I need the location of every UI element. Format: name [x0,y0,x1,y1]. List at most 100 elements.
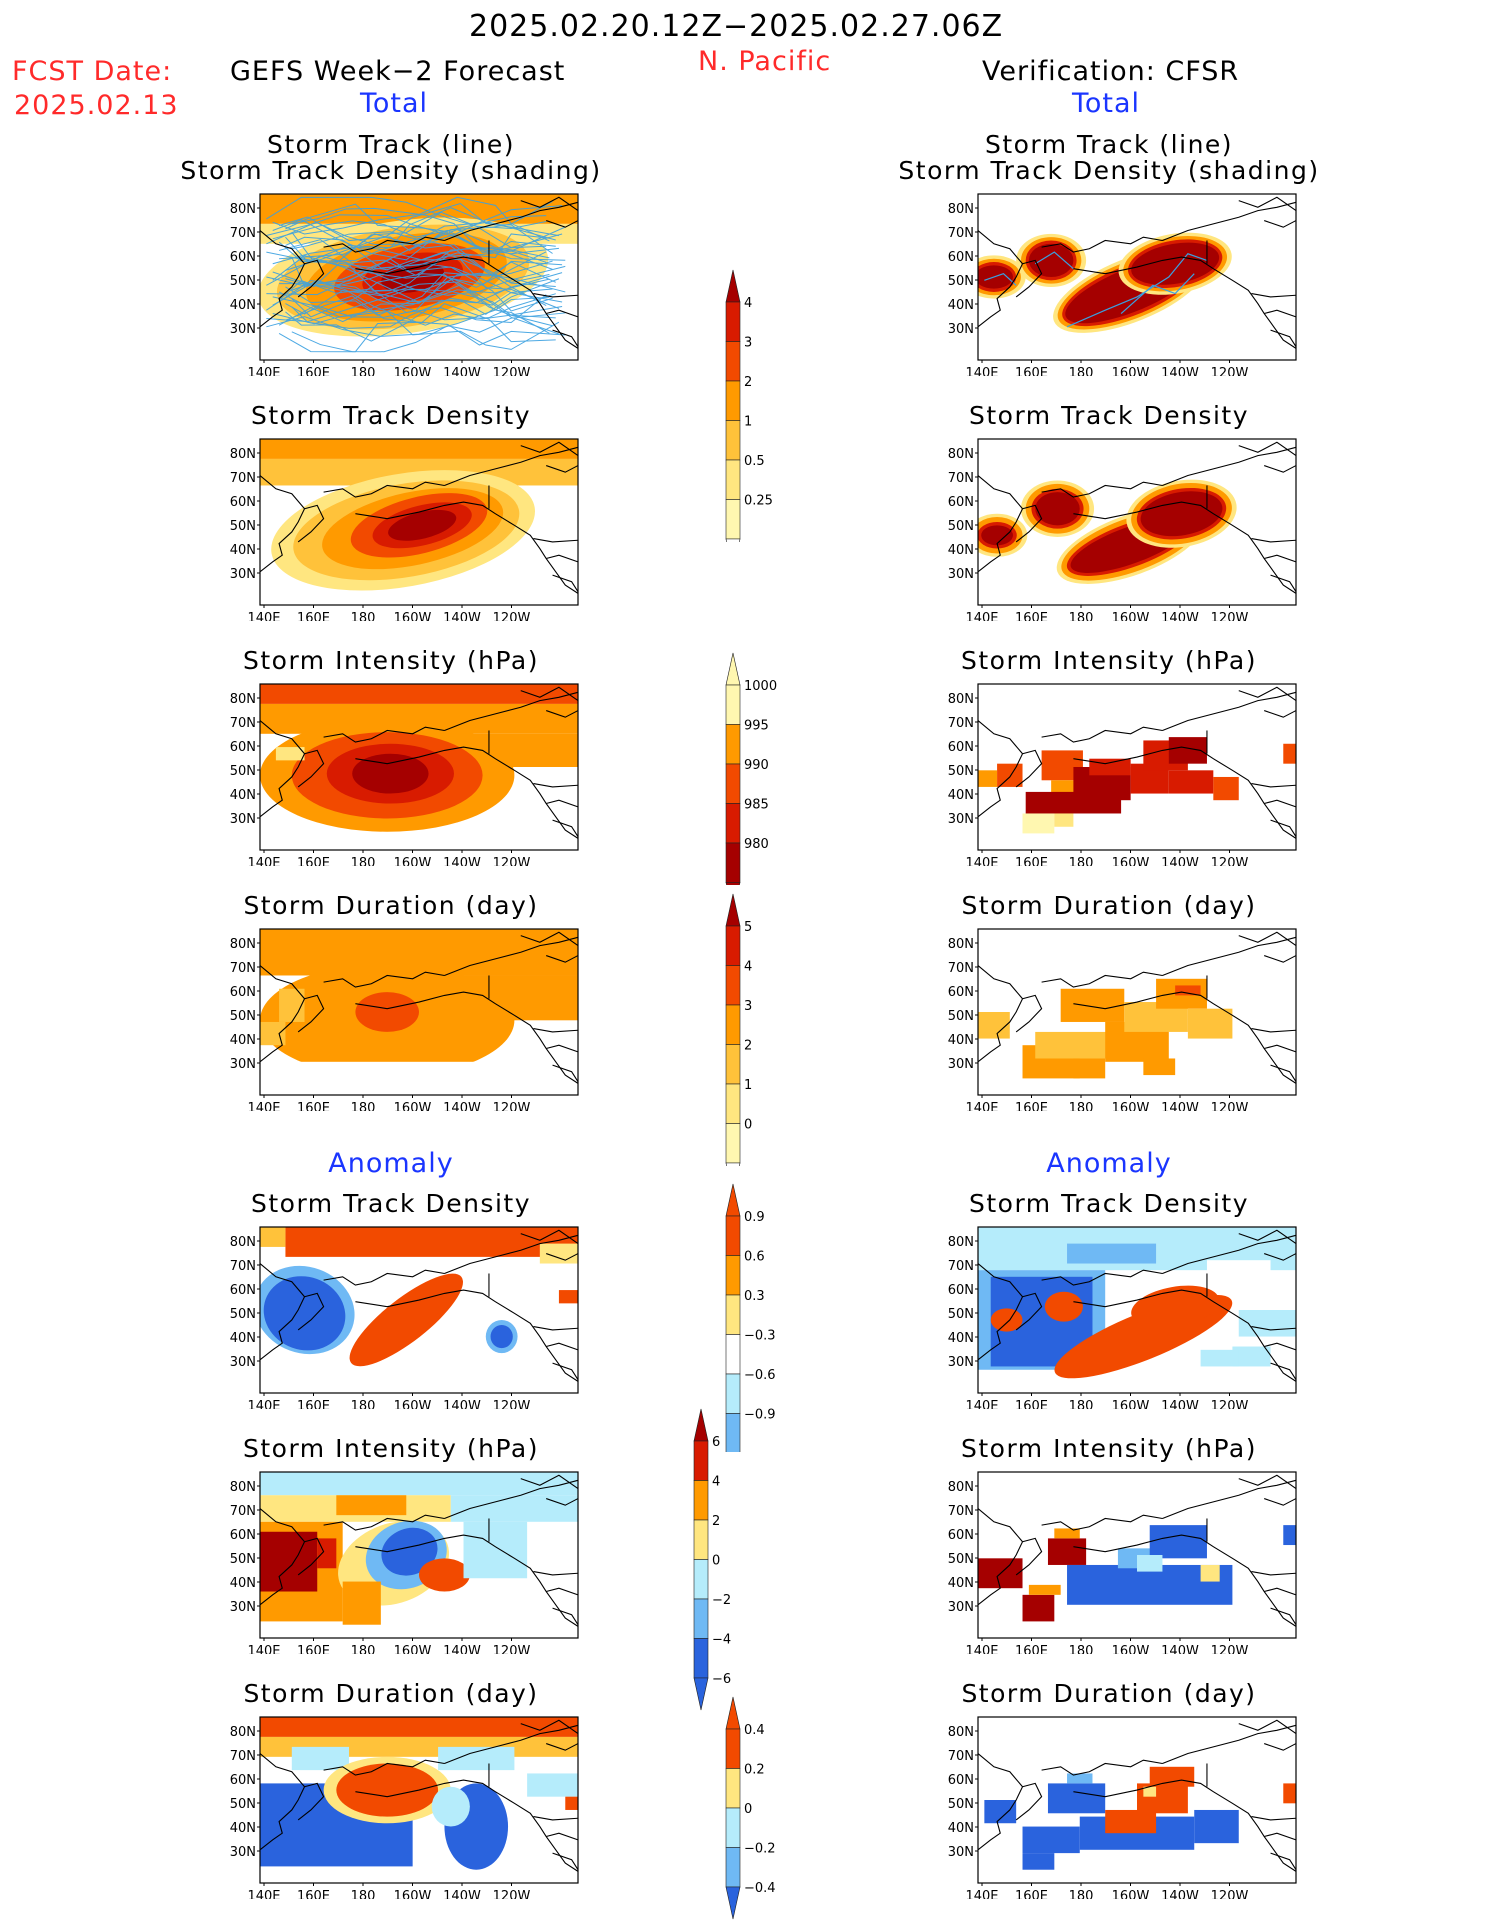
lat-tick-label: 40N [948,1821,974,1836]
lat-tick-label: 50N [230,1797,256,1812]
lat-tick-label: 70N [230,226,256,241]
colorbar-tick-label: −4 [712,1633,731,1648]
coastline [977,1474,1297,1627]
lon-tick-label: 120W [493,1399,531,1409]
right-total-label: Total [1072,88,1141,119]
colorbar-tick-label: 1 [744,1078,752,1093]
colorbar-tick-label: −0.2 [744,1842,776,1857]
lon-tick-label: 120W [1211,1889,1249,1899]
lon-tick-label: 160W [1112,611,1150,621]
lon-tick-label: 160W [394,1101,432,1111]
lat-tick-label: 80N [948,202,974,217]
map-frame [259,1226,579,1394]
lat-tick-label: 70N [230,716,256,731]
lon-tick-label: 140E [965,856,998,866]
lat-tick-label: 80N [230,1725,256,1740]
lon-tick-label: 180 [1069,856,1094,866]
coastline [977,441,1297,594]
map-frame [259,1716,579,1884]
right-intensity-title: Storm Intensity (hPa) [961,646,1257,675]
map-cfsr-duration: 80N 70N 60N 50N 40N 30N 140E 160E 180 160W 140W 120… [948,928,1297,1111]
right-anom-duration-title: Storm Duration (day) [961,1679,1257,1708]
lon-tick-label: 140W [443,856,481,866]
lat-tick-label: 30N [948,1057,974,1072]
lat-tick-label: 30N [230,812,256,827]
lat-tick-label: 50N [230,1307,256,1322]
lon-tick-label: 180 [1069,1101,1094,1111]
fcst-date-label: FCST Date: [12,56,173,87]
colorbar-density-total: 4 3 2 1 0.5 0.25 [725,269,773,542]
lat-tick-label: 60N [948,495,974,510]
lon-tick-label: 180 [1069,1889,1094,1899]
lon-tick-label: 160E [1015,366,1048,376]
map-gefs-intensity: 80N 70N 60N 50N 40N 30N 140E 160E 180 160W 140W 120… [230,683,579,866]
lon-tick-label: 160W [1112,1101,1150,1111]
colorbar-tick-label: 5 [744,920,752,935]
lat-tick-label: 70N [948,1259,974,1274]
map-gefs-track-density: 80N 70N 60N 50N 40N 30N 140E 160E 180 160W 140W 120… [230,438,579,621]
colorbar-tick-label: 0.25 [744,494,773,509]
right-track-shading-title: Storm Track Density (shading) [898,156,1320,185]
lat-tick-label: 30N [230,1057,256,1072]
map-frame [977,683,1297,851]
lon-tick-label: 160E [1015,1101,1048,1111]
map-cfsr-intensity-anomaly: 80N 70N 60N 50N 40N 30N 140E 160E 180 160W 140W 120… [948,1471,1297,1654]
lon-tick-label: 120W [493,1644,531,1654]
right-anomaly-label: Anomaly [1046,1148,1172,1179]
lat-tick-label: 40N [948,1331,974,1346]
lat-tick-label: 40N [948,298,974,313]
lat-tick-label: 60N [230,1528,256,1543]
lat-tick-label: 30N [948,1600,974,1615]
lat-tick-label: 60N [230,740,256,755]
lat-tick-label: 70N [948,471,974,486]
map-frame [259,1471,579,1639]
lat-tick-label: 80N [948,937,974,952]
lat-tick-label: 60N [948,1773,974,1788]
lat-tick-label: 70N [230,1259,256,1274]
map-cfsr-density-anomaly: 80N 70N 60N 50N 40N 30N 140E 160E 180 160W 140W 120… [948,1226,1297,1409]
period-title: 2025.02.20.12Z−2025.02.27.06Z [469,9,1004,44]
lat-tick-label: 60N [948,1528,974,1543]
lat-tick-label: 50N [230,274,256,289]
lat-tick-label: 60N [948,1283,974,1298]
lon-tick-label: 160E [1015,856,1048,866]
colorbar-tick-label: −6 [712,1672,731,1687]
colorbar-duration-anomaly: 0.4 0.2 0 −0.2 −0.4 [725,1696,776,1920]
lat-tick-label: 40N [948,788,974,803]
lon-tick-label: 180 [1069,611,1094,621]
lat-tick-label: 40N [948,1576,974,1591]
lat-tick-label: 80N [230,937,256,952]
lat-tick-label: 70N [948,226,974,241]
map-cfsr-track-density: 80N 70N 60N 50N 40N 30N 140E 160E 180 160W 140W 120… [948,438,1297,621]
lat-tick-label: 60N [230,1283,256,1298]
lon-tick-label: 120W [1211,1399,1249,1409]
lon-tick-label: 180 [351,1101,376,1111]
lon-tick-label: 160W [394,611,432,621]
colorbar-tick-label: 985 [744,798,769,813]
coastline [977,196,1297,349]
lon-tick-label: 140W [443,1101,481,1111]
left-anom-intensity-title: Storm Intensity (hPa) [243,1434,539,1463]
lat-tick-label: 80N [948,1480,974,1495]
colorbar-tick-label: 4 [744,296,752,311]
lon-tick-label: 140E [247,1644,280,1654]
lon-tick-label: 120W [1211,1101,1249,1111]
lat-tick-label: 80N [230,1235,256,1250]
lat-tick-label: 40N [230,788,256,803]
lat-tick-label: 30N [230,1355,256,1370]
lon-tick-label: 160W [1112,856,1150,866]
lat-tick-label: 70N [230,1749,256,1764]
colorbar-tick-label: 2 [712,1514,720,1529]
lat-tick-label: 30N [948,1355,974,1370]
colorbar-tick-label: 1 [744,415,752,430]
lon-tick-label: 160W [1112,366,1150,376]
right-duration-title: Storm Duration (day) [961,891,1257,920]
lon-tick-label: 160E [297,1889,330,1899]
lat-tick-label: 80N [230,692,256,707]
lat-tick-label: 50N [948,764,974,779]
lat-tick-label: 70N [230,1504,256,1519]
lat-tick-label: 40N [230,1576,256,1591]
coastline [259,1474,579,1627]
lon-tick-label: 160E [297,366,330,376]
region-title: N. Pacific [698,46,832,77]
